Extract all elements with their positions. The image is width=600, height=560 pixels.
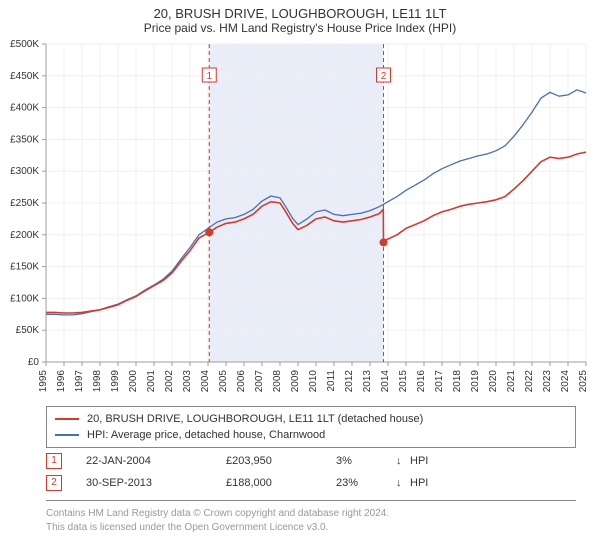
event-ref: HPI xyxy=(410,455,450,467)
svg-text:1998: 1998 xyxy=(92,370,103,393)
svg-text:2019: 2019 xyxy=(470,370,481,393)
down-arrow-icon: ↓ xyxy=(396,455,410,467)
event-ref: HPI xyxy=(410,477,450,489)
event-marker-icon: 1 xyxy=(46,453,62,469)
chart-title: 20, BRUSH DRIVE, LOUGHBOROUGH, LE11 1LT xyxy=(0,0,600,21)
chart-plot: £0 £50K £100K £150K £200K £250K £300K £350K £400… xyxy=(0,38,600,400)
svg-text:1999: 1999 xyxy=(110,370,121,393)
svg-text:2014: 2014 xyxy=(380,370,391,393)
legend-label: 20, BRUSH DRIVE, LOUGHBOROUGH, LE11 1LT … xyxy=(87,413,423,425)
svg-text:£500K: £500K xyxy=(10,39,39,50)
chart-container: 20, BRUSH DRIVE, LOUGHBOROUGH, LE11 1LT … xyxy=(0,0,600,560)
legend-swatch xyxy=(55,434,79,436)
event-marker-icon: 2 xyxy=(46,475,62,491)
svg-text:2018: 2018 xyxy=(452,370,463,393)
svg-text:2020: 2020 xyxy=(488,370,499,393)
svg-text:2009: 2009 xyxy=(290,370,301,393)
footer-line: Contains HM Land Registry data © Crown c… xyxy=(46,507,576,521)
svg-text:2006: 2006 xyxy=(236,370,247,393)
svg-text:2017: 2017 xyxy=(434,370,445,393)
svg-text:2015: 2015 xyxy=(398,370,409,393)
legend-label: HPI: Average price, detached house, Char… xyxy=(87,429,325,441)
svg-text:1997: 1997 xyxy=(74,370,85,393)
svg-text:£100K: £100K xyxy=(10,293,39,304)
legend: 20, BRUSH DRIVE, LOUGHBOROUGH, LE11 1LT … xyxy=(46,406,576,448)
svg-text:£450K: £450K xyxy=(10,71,39,82)
event-row: 1 22-JAN-2004 £203,950 3% ↓ HPI xyxy=(46,450,576,472)
legend-item: 20, BRUSH DRIVE, LOUGHBOROUGH, LE11 1LT … xyxy=(55,411,567,427)
svg-text:2013: 2013 xyxy=(362,370,373,393)
svg-text:2005: 2005 xyxy=(218,370,229,393)
chart-subtitle: Price paid vs. HM Land Registry's House … xyxy=(0,21,600,39)
svg-text:£150K: £150K xyxy=(10,262,39,273)
svg-text:2011: 2011 xyxy=(326,370,337,392)
svg-text:2000: 2000 xyxy=(128,370,139,393)
svg-text:2012: 2012 xyxy=(344,370,355,393)
legend-swatch xyxy=(55,418,79,420)
svg-text:2016: 2016 xyxy=(416,370,427,393)
svg-text:2007: 2007 xyxy=(254,370,265,393)
svg-text:£300K: £300K xyxy=(10,166,39,177)
event-date: 30-SEP-2013 xyxy=(86,477,226,489)
events-table: 1 22-JAN-2004 £203,950 3% ↓ HPI 2 30-SEP… xyxy=(46,450,576,494)
footer-line: This data is licensed under the Open Gov… xyxy=(46,521,576,535)
svg-text:£200K: £200K xyxy=(10,230,39,241)
svg-text:2023: 2023 xyxy=(542,370,553,393)
footer: Contains HM Land Registry data © Crown c… xyxy=(46,500,576,534)
svg-text:2024: 2024 xyxy=(560,370,571,393)
svg-text:2002: 2002 xyxy=(164,370,175,393)
svg-text:1996: 1996 xyxy=(56,370,67,393)
svg-text:1995: 1995 xyxy=(38,370,49,393)
svg-text:2001: 2001 xyxy=(146,370,157,393)
svg-text:2022: 2022 xyxy=(524,370,535,393)
svg-text:2021: 2021 xyxy=(506,370,517,393)
svg-text:£0: £0 xyxy=(28,357,40,368)
svg-text:2008: 2008 xyxy=(272,370,283,393)
event-price: £203,950 xyxy=(226,455,336,467)
svg-text:1: 1 xyxy=(206,71,212,82)
svg-text:2025: 2025 xyxy=(578,370,589,393)
down-arrow-icon: ↓ xyxy=(396,477,410,489)
event-delta: 23% xyxy=(336,477,396,489)
event-delta: 3% xyxy=(336,455,396,467)
event-row: 2 30-SEP-2013 £188,000 23% ↓ HPI xyxy=(46,472,576,494)
svg-text:£50K: £50K xyxy=(16,325,40,336)
event-date: 22-JAN-2004 xyxy=(86,455,226,467)
svg-text:2: 2 xyxy=(381,71,387,82)
svg-text:£400K: £400K xyxy=(10,103,39,114)
svg-text:2004: 2004 xyxy=(200,370,211,393)
svg-text:£250K: £250K xyxy=(10,198,39,209)
svg-text:2010: 2010 xyxy=(308,370,319,393)
svg-text:2003: 2003 xyxy=(182,370,193,393)
legend-item: HPI: Average price, detached house, Char… xyxy=(55,427,567,443)
event-price: £188,000 xyxy=(226,477,336,489)
svg-text:£350K: £350K xyxy=(10,134,39,145)
